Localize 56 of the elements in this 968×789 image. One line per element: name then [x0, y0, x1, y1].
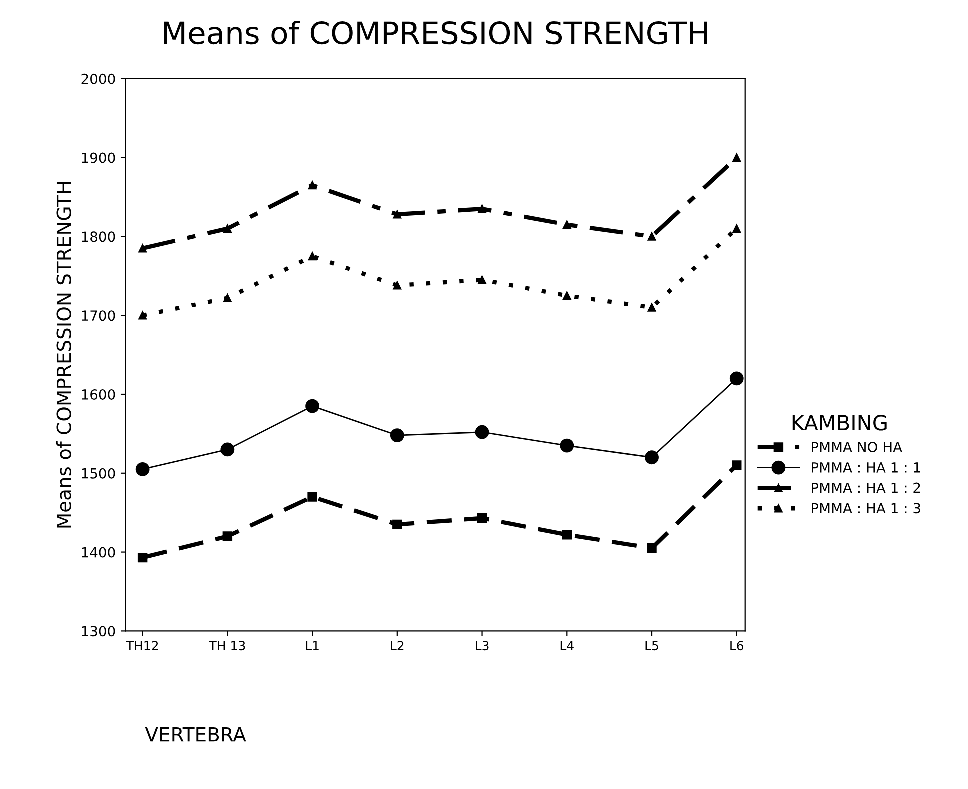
- legend-label: PMMA : HA 1 : 3: [812, 503, 920, 514]
- y-axis-title: Means of COMPRESSION STRENGTH: [56, 182, 72, 528]
- x-tick-label: L2: [391, 641, 404, 650]
- y-tick-label: 2000: [82, 74, 116, 84]
- point: [136, 462, 150, 476]
- x-tick-label: TH12: [126, 641, 158, 650]
- point: [392, 520, 402, 530]
- x-tick-label: L3: [476, 641, 489, 651]
- x-tick-label: TH 13: [209, 641, 246, 651]
- point: [306, 399, 320, 414]
- x-tick-label: L4: [560, 641, 574, 650]
- point: [390, 428, 404, 442]
- y-tick-label: 1400: [82, 547, 116, 558]
- point: [393, 210, 402, 219]
- point: [562, 292, 572, 300]
- point: [730, 372, 744, 386]
- point: [648, 304, 656, 312]
- point: [478, 276, 486, 284]
- point: [560, 438, 574, 453]
- point: [393, 281, 402, 290]
- point: [224, 224, 232, 233]
- y-tick-label: 1700: [82, 310, 116, 322]
- point: [308, 492, 318, 502]
- y-tick-label: 1300: [82, 626, 116, 637]
- point: [308, 181, 317, 190]
- legend-title: KAMBING: [792, 415, 887, 431]
- point: [477, 514, 488, 524]
- point: [138, 552, 148, 563]
- point: [732, 460, 742, 470]
- chart-title: Means of COMPRESSION STRENGTH: [164, 20, 708, 45]
- point: [220, 442, 235, 457]
- y-tick-label: 1500: [82, 468, 116, 479]
- point: [138, 244, 147, 253]
- point: [138, 311, 147, 320]
- legend-label: PMMA : HA 1 : 1: [812, 462, 920, 473]
- point: [308, 252, 317, 261]
- x-tick-label: L1: [306, 641, 319, 650]
- point: [224, 294, 232, 302]
- x-tick-label: L6: [730, 641, 744, 651]
- x-axis-title: VERTEBRA: [145, 727, 246, 742]
- point: [647, 543, 657, 554]
- point: [648, 232, 656, 241]
- y-tick-label: 1800: [82, 232, 116, 242]
- point: [645, 450, 659, 465]
- point: [732, 224, 742, 233]
- y-tick-label: 1900: [82, 152, 116, 164]
- legend-label: PMMA NO HA: [812, 442, 902, 453]
- point: [475, 425, 490, 440]
- point: [478, 204, 486, 214]
- point: [222, 532, 233, 542]
- y-tick-label: 1600: [82, 389, 116, 400]
- point: [562, 530, 572, 540]
- x-tick-label: L5: [646, 641, 658, 651]
- legend-label: PMMA : HA 1 : 2: [812, 482, 920, 494]
- point: [732, 154, 742, 162]
- point: [562, 220, 572, 230]
